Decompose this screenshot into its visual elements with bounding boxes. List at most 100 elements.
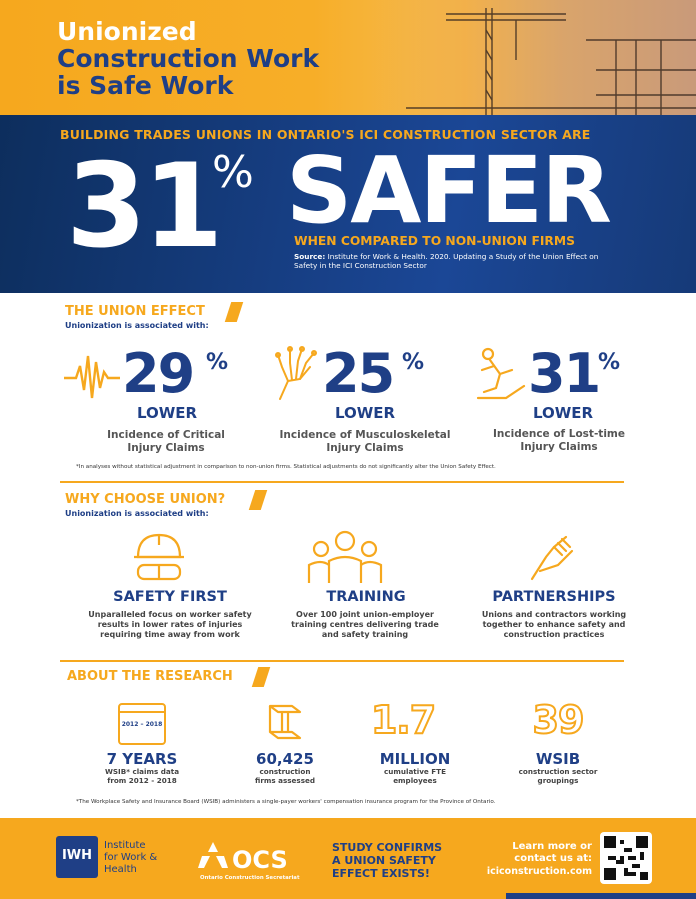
source-text: Institute for Work & Health. 2020. Updat… bbox=[294, 252, 599, 270]
calendar-bar bbox=[120, 711, 164, 713]
source-label: Source: bbox=[294, 252, 326, 261]
construction-photo bbox=[366, 0, 696, 115]
title-line-2: Construction Work bbox=[57, 44, 320, 73]
research-4-desc: construction sector groupings bbox=[498, 767, 618, 785]
stat-3-desc-line2: Injury Claims bbox=[520, 440, 598, 453]
page-title: Unionized Construction Work is Safe Work bbox=[57, 18, 319, 99]
stat-2-lower: LOWER bbox=[334, 404, 396, 422]
iwh-name: Institute for Work & Health bbox=[104, 840, 157, 876]
footer-strip bbox=[0, 893, 696, 899]
band-heading: BUILDING TRADES UNIONS IN ONTARIO'S ICI … bbox=[60, 127, 591, 142]
title-line-1: Unionized bbox=[57, 17, 197, 46]
research-3-desc: cumulative FTE employees bbox=[355, 767, 475, 785]
footer: IWH Institute for Work & Health OCS Onta… bbox=[0, 818, 696, 899]
stat-1-percent: % bbox=[206, 350, 229, 375]
research-2-desc: construction firms assessed bbox=[230, 767, 340, 785]
title-line-3: is Safe Work bbox=[57, 71, 234, 100]
union-effect-title: THE UNION EFFECT bbox=[65, 304, 205, 319]
research-1-line1: WSIB* claims data bbox=[104, 767, 180, 776]
why-item-1-title: SAFETY FIRST bbox=[113, 589, 227, 605]
research-1-number: 7 YEARS bbox=[106, 750, 178, 768]
why-item-2-line3: and safety training bbox=[321, 630, 409, 640]
ocs-subtitle: Ontario Construction Secretariat bbox=[200, 875, 300, 881]
handshake-icon bbox=[530, 535, 574, 581]
hero-banner: Unionized Construction Work is Safe Work bbox=[0, 0, 696, 115]
research-2-number: 60,425 bbox=[256, 750, 314, 768]
section-slash bbox=[251, 667, 271, 687]
stat-2-desc: Incidence of Musculoskeletal Injury Clai… bbox=[262, 429, 468, 454]
why-item-1-line1: Unparalleled focus on worker safety bbox=[88, 610, 252, 619]
website-link[interactable]: iciconstruction.com bbox=[486, 866, 592, 877]
research-2-line1: construction bbox=[259, 767, 311, 776]
stat-3-lower: LOWER bbox=[532, 404, 594, 422]
heartbeat-icon bbox=[64, 355, 120, 399]
slip-fall-icon bbox=[476, 347, 526, 400]
why-item-2-desc: Over 100 joint union-employer training c… bbox=[262, 610, 468, 641]
qr-pattern bbox=[604, 836, 648, 880]
research-title: ABOUT THE RESEARCH bbox=[67, 669, 233, 684]
why-item-3-title: PARTNERSHIPS bbox=[492, 589, 616, 605]
iwh-logo-text: IWH bbox=[61, 848, 93, 863]
research-4-line2: groupings bbox=[537, 776, 579, 785]
study-line2: A UNION SAFETY bbox=[332, 854, 436, 867]
why-union-title: WHY CHOOSE UNION? bbox=[65, 492, 226, 507]
why-union-subtitle: Unionization is associated with: bbox=[65, 509, 209, 518]
stat-3-percent: % bbox=[598, 350, 621, 375]
source-citation: Source: Institute for Work & Health. 202… bbox=[294, 252, 614, 270]
research-footnote: *The Workplace Safety and Insurance Boar… bbox=[76, 799, 496, 805]
learn-line2: contact us at: bbox=[514, 853, 592, 864]
research-3-line2: employees bbox=[393, 776, 437, 785]
steel-beam-icon bbox=[268, 704, 302, 740]
why-item-1-line3: requiring time away from work bbox=[100, 630, 240, 640]
why-item-2-title: TRAINING bbox=[326, 589, 406, 605]
why-item-3-line3: construction practices bbox=[503, 630, 605, 640]
stat-3-desc-line1: Incidence of Lost-time bbox=[493, 428, 625, 440]
learn-more-text: Learn more or contact us at: bbox=[478, 841, 592, 865]
learn-line1: Learn more or bbox=[512, 841, 592, 852]
ocs-name: OCS bbox=[232, 846, 288, 874]
compared-text: WHEN COMPARED TO NON-UNION FIRMS bbox=[294, 234, 575, 248]
crane-silhouette-icon bbox=[406, 8, 696, 115]
section-divider bbox=[60, 481, 624, 483]
footer-strip-navy bbox=[506, 893, 696, 899]
iwh-line3: Health bbox=[104, 864, 137, 875]
research-3-line1: cumulative FTE bbox=[384, 767, 446, 776]
qr-code-icon[interactable] bbox=[600, 832, 652, 884]
research-4-number: WSIB bbox=[535, 750, 581, 768]
research-outline-number-3: 1.7 bbox=[370, 697, 437, 743]
iwh-line2: for Work & bbox=[104, 852, 158, 863]
union-effect-footnote: *In analyses without statistical adjustm… bbox=[76, 464, 496, 470]
stat-2-percent: % bbox=[402, 350, 425, 375]
headline-band: BUILDING TRADES UNIONS IN ONTARIO'S ICI … bbox=[0, 115, 696, 293]
why-item-3-desc: Unions and contractors working together … bbox=[456, 610, 652, 641]
research-outline-number-4: 39 bbox=[532, 697, 586, 743]
why-item-1-desc: Unparalleled focus on worker safety resu… bbox=[60, 610, 280, 641]
research-1-desc: WSIB* claims data from 2012 - 2018 bbox=[82, 767, 202, 785]
ocs-logo-icon bbox=[198, 842, 228, 868]
stat-1-number: 29 bbox=[122, 342, 195, 405]
why-item-2-line2: training centres delivering trade bbox=[291, 620, 439, 630]
why-item-1-line2: results in lower rates of injuries bbox=[97, 620, 243, 630]
stat-1-lower: LOWER bbox=[136, 404, 198, 422]
why-item-2-line1: Over 100 joint union-employer bbox=[296, 610, 434, 619]
stat-2-desc-line1: Incidence of Musculoskeletal bbox=[279, 429, 451, 441]
section-slash bbox=[248, 490, 268, 510]
big-number: 31 bbox=[66, 139, 223, 274]
hand-bones-icon bbox=[275, 346, 317, 400]
stat-1-desc-line1: Incidence of Critical bbox=[107, 429, 225, 441]
stat-1-desc-line2: Injury Claims bbox=[127, 441, 205, 454]
calendar-years: 2012 – 2018 bbox=[121, 721, 163, 728]
stat-1-desc: Incidence of Critical Injury Claims bbox=[86, 429, 246, 454]
union-effect-subtitle: Unionization is associated with: bbox=[65, 321, 209, 330]
stat-2-number: 25 bbox=[322, 342, 395, 405]
hardhat-goggles-icon bbox=[134, 533, 184, 581]
study-line3: EFFECT EXISTS! bbox=[332, 867, 430, 880]
stat-2-desc-line2: Injury Claims bbox=[326, 441, 404, 454]
research-1-line2: from 2012 - 2018 bbox=[107, 776, 177, 785]
research-3-number: MILLION bbox=[379, 750, 451, 768]
section-slash bbox=[224, 302, 244, 322]
why-item-3-line2: together to enhance safety and bbox=[482, 620, 626, 630]
research-2-line2: firms assessed bbox=[255, 776, 315, 785]
stat-3-number: 31 bbox=[528, 342, 601, 405]
workers-group-icon bbox=[307, 530, 383, 583]
